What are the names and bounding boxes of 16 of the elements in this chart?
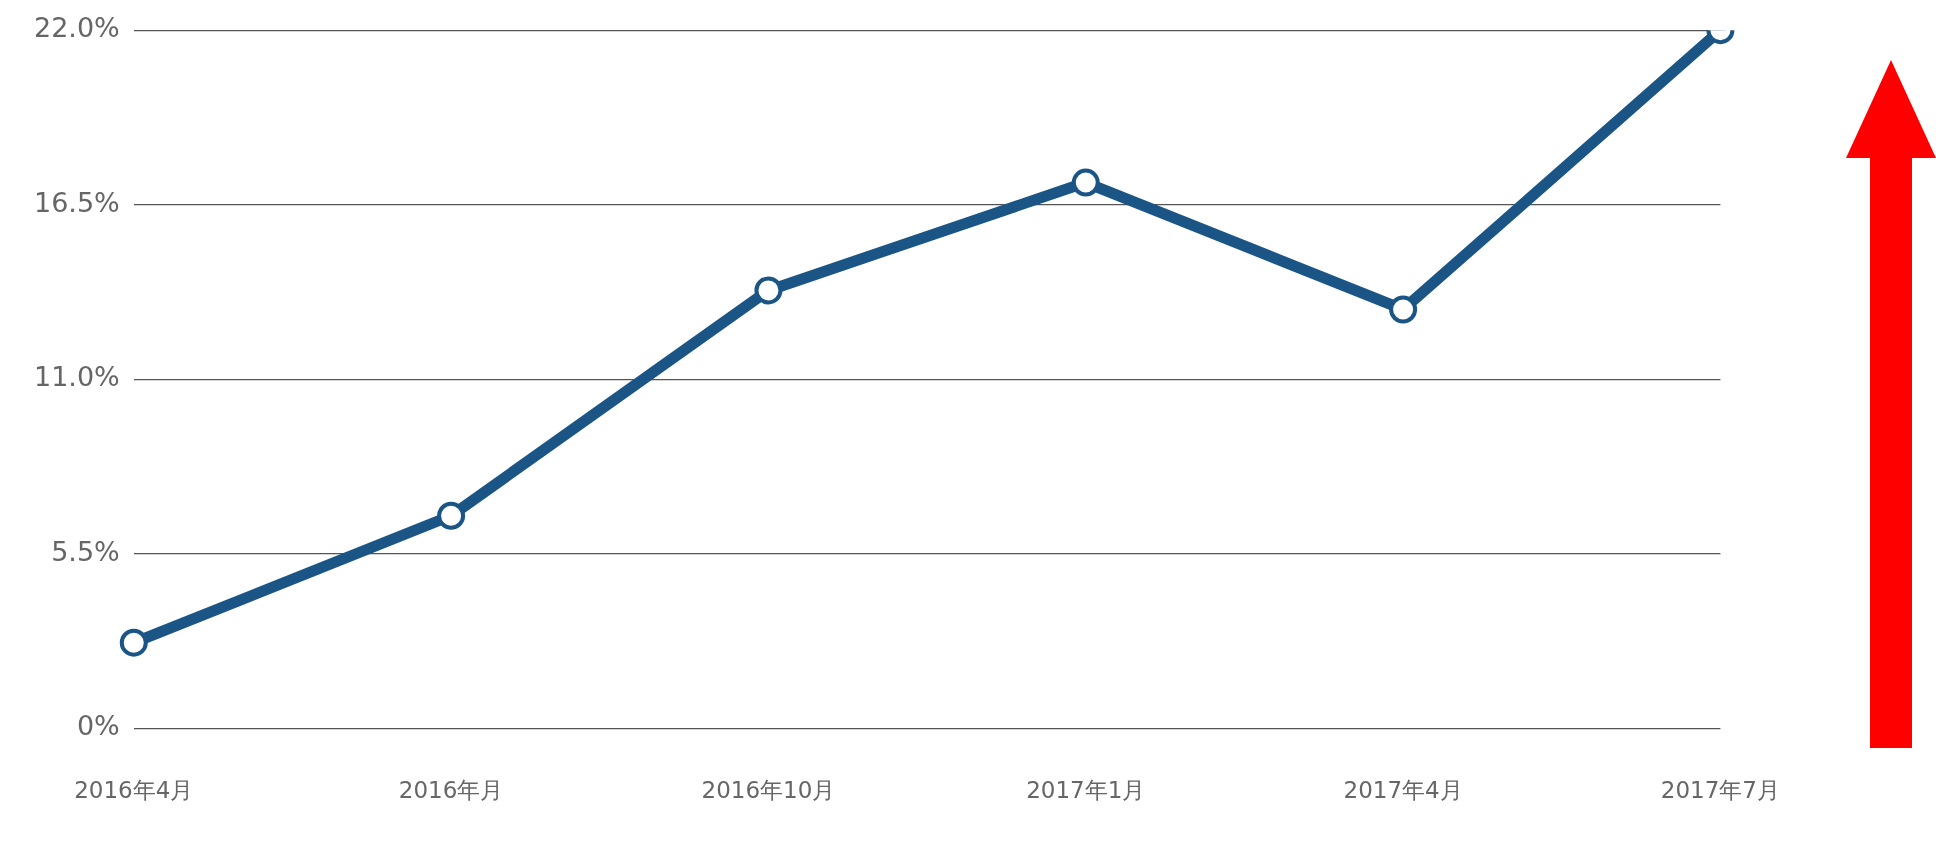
x-tick-label: 2016年月 (398, 777, 504, 804)
point (1071, 168, 1100, 197)
y-tick-label: 0% (76, 710, 120, 742)
point (754, 276, 783, 305)
point (437, 501, 466, 530)
y-tick-label: 22.0% (33, 12, 120, 44)
x-tick-label: 2016年10月 (701, 777, 836, 804)
y-tick-label: 16.5% (33, 186, 120, 218)
y-tick-label: 11.0% (33, 361, 120, 393)
x-tick-label: 2017年4月 (1343, 777, 1463, 804)
x-tick-label: 2016年4月 (74, 777, 194, 804)
x-tick-label: 2017年7月 (1660, 777, 1780, 804)
y-tick-label: 5.5% (51, 535, 120, 567)
x-tick-label: 2017年1月 (1026, 777, 1146, 804)
point (119, 628, 148, 657)
point (1389, 295, 1418, 324)
